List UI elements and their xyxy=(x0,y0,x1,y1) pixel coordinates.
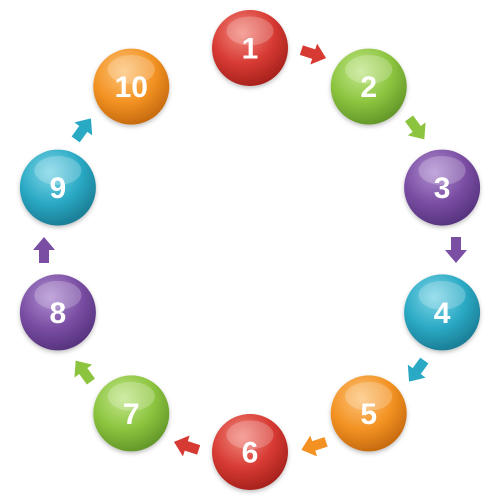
node-circle-9 xyxy=(19,149,96,226)
arrow-5-to-6 xyxy=(301,435,328,457)
node-gloss-5 xyxy=(345,381,393,411)
nodes-layer: 1 2 3 4 5 6 7 8 9 10 xyxy=(19,10,481,490)
node-circle-4 xyxy=(404,274,481,351)
node-2: 2 xyxy=(330,48,407,125)
node-label-8: 8 xyxy=(50,297,67,330)
arrow-8-to-9 xyxy=(33,237,55,263)
node-3: 3 xyxy=(404,149,481,226)
arrows-layer xyxy=(33,43,467,457)
node-label-6: 6 xyxy=(242,437,259,470)
node-gloss-6 xyxy=(226,420,274,450)
node-circle-10 xyxy=(93,48,170,125)
node-label-9: 9 xyxy=(50,172,67,205)
arrow-2-to-3 xyxy=(405,115,426,140)
arrow-1-to-2 xyxy=(299,43,327,65)
node-label-4: 4 xyxy=(434,297,451,330)
arrow-9-to-10 xyxy=(71,118,93,143)
node-circle-8 xyxy=(19,274,96,351)
node-label-1: 1 xyxy=(242,33,259,66)
node-gloss-10 xyxy=(107,55,155,84)
node-gloss-9 xyxy=(34,156,82,185)
node-label-2: 2 xyxy=(360,71,377,104)
node-label-10: 10 xyxy=(115,71,148,104)
node-4: 4 xyxy=(404,274,481,351)
node-label-7: 7 xyxy=(123,398,140,431)
node-gloss-2 xyxy=(345,55,393,84)
node-9: 9 xyxy=(19,149,96,226)
node-gloss-7 xyxy=(107,381,155,411)
node-circle-1 xyxy=(212,10,288,86)
arrow-4-to-5 xyxy=(407,357,429,382)
node-label-3: 3 xyxy=(434,172,451,205)
node-gloss-3 xyxy=(418,156,466,185)
node-1: 1 xyxy=(212,10,288,86)
node-5: 5 xyxy=(330,375,407,452)
node-gloss-8 xyxy=(34,280,82,310)
node-8: 8 xyxy=(19,274,96,351)
node-circle-2 xyxy=(330,48,407,125)
node-circle-5 xyxy=(330,375,407,452)
arrow-6-to-7 xyxy=(173,435,201,457)
node-circle-3 xyxy=(404,149,481,226)
node-7: 7 xyxy=(93,375,170,452)
arrow-3-to-4 xyxy=(445,237,467,263)
node-gloss-1 xyxy=(226,16,274,46)
node-circle-6 xyxy=(212,414,288,490)
node-label-5: 5 xyxy=(360,398,377,431)
node-gloss-4 xyxy=(418,280,466,310)
node-circle-7 xyxy=(93,375,170,452)
node-6: 6 xyxy=(212,414,288,490)
arrow-7-to-8 xyxy=(74,360,95,385)
node-10: 10 xyxy=(93,48,170,125)
